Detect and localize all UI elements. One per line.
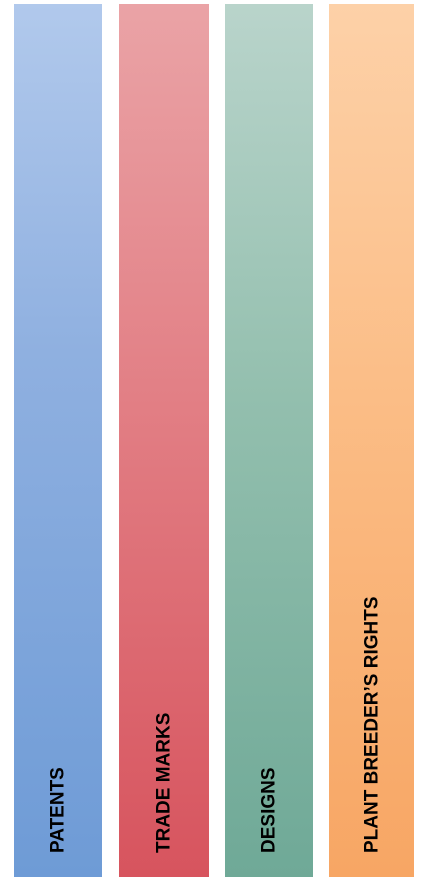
plant-breeders-rights-column: PLANT BREEDER’S RIGHTS xyxy=(329,4,414,877)
designs-column: DESIGNS xyxy=(225,4,313,877)
patents-column: PATENTS xyxy=(14,4,102,877)
designs-label: DESIGNS xyxy=(258,767,280,853)
patents-label: PATENTS xyxy=(47,767,69,853)
plant-breeders-rights-label: PLANT BREEDER’S RIGHTS xyxy=(361,596,382,853)
trade-marks-label: TRADE MARKS xyxy=(153,712,175,853)
trade-marks-column: TRADE MARKS xyxy=(119,4,209,877)
